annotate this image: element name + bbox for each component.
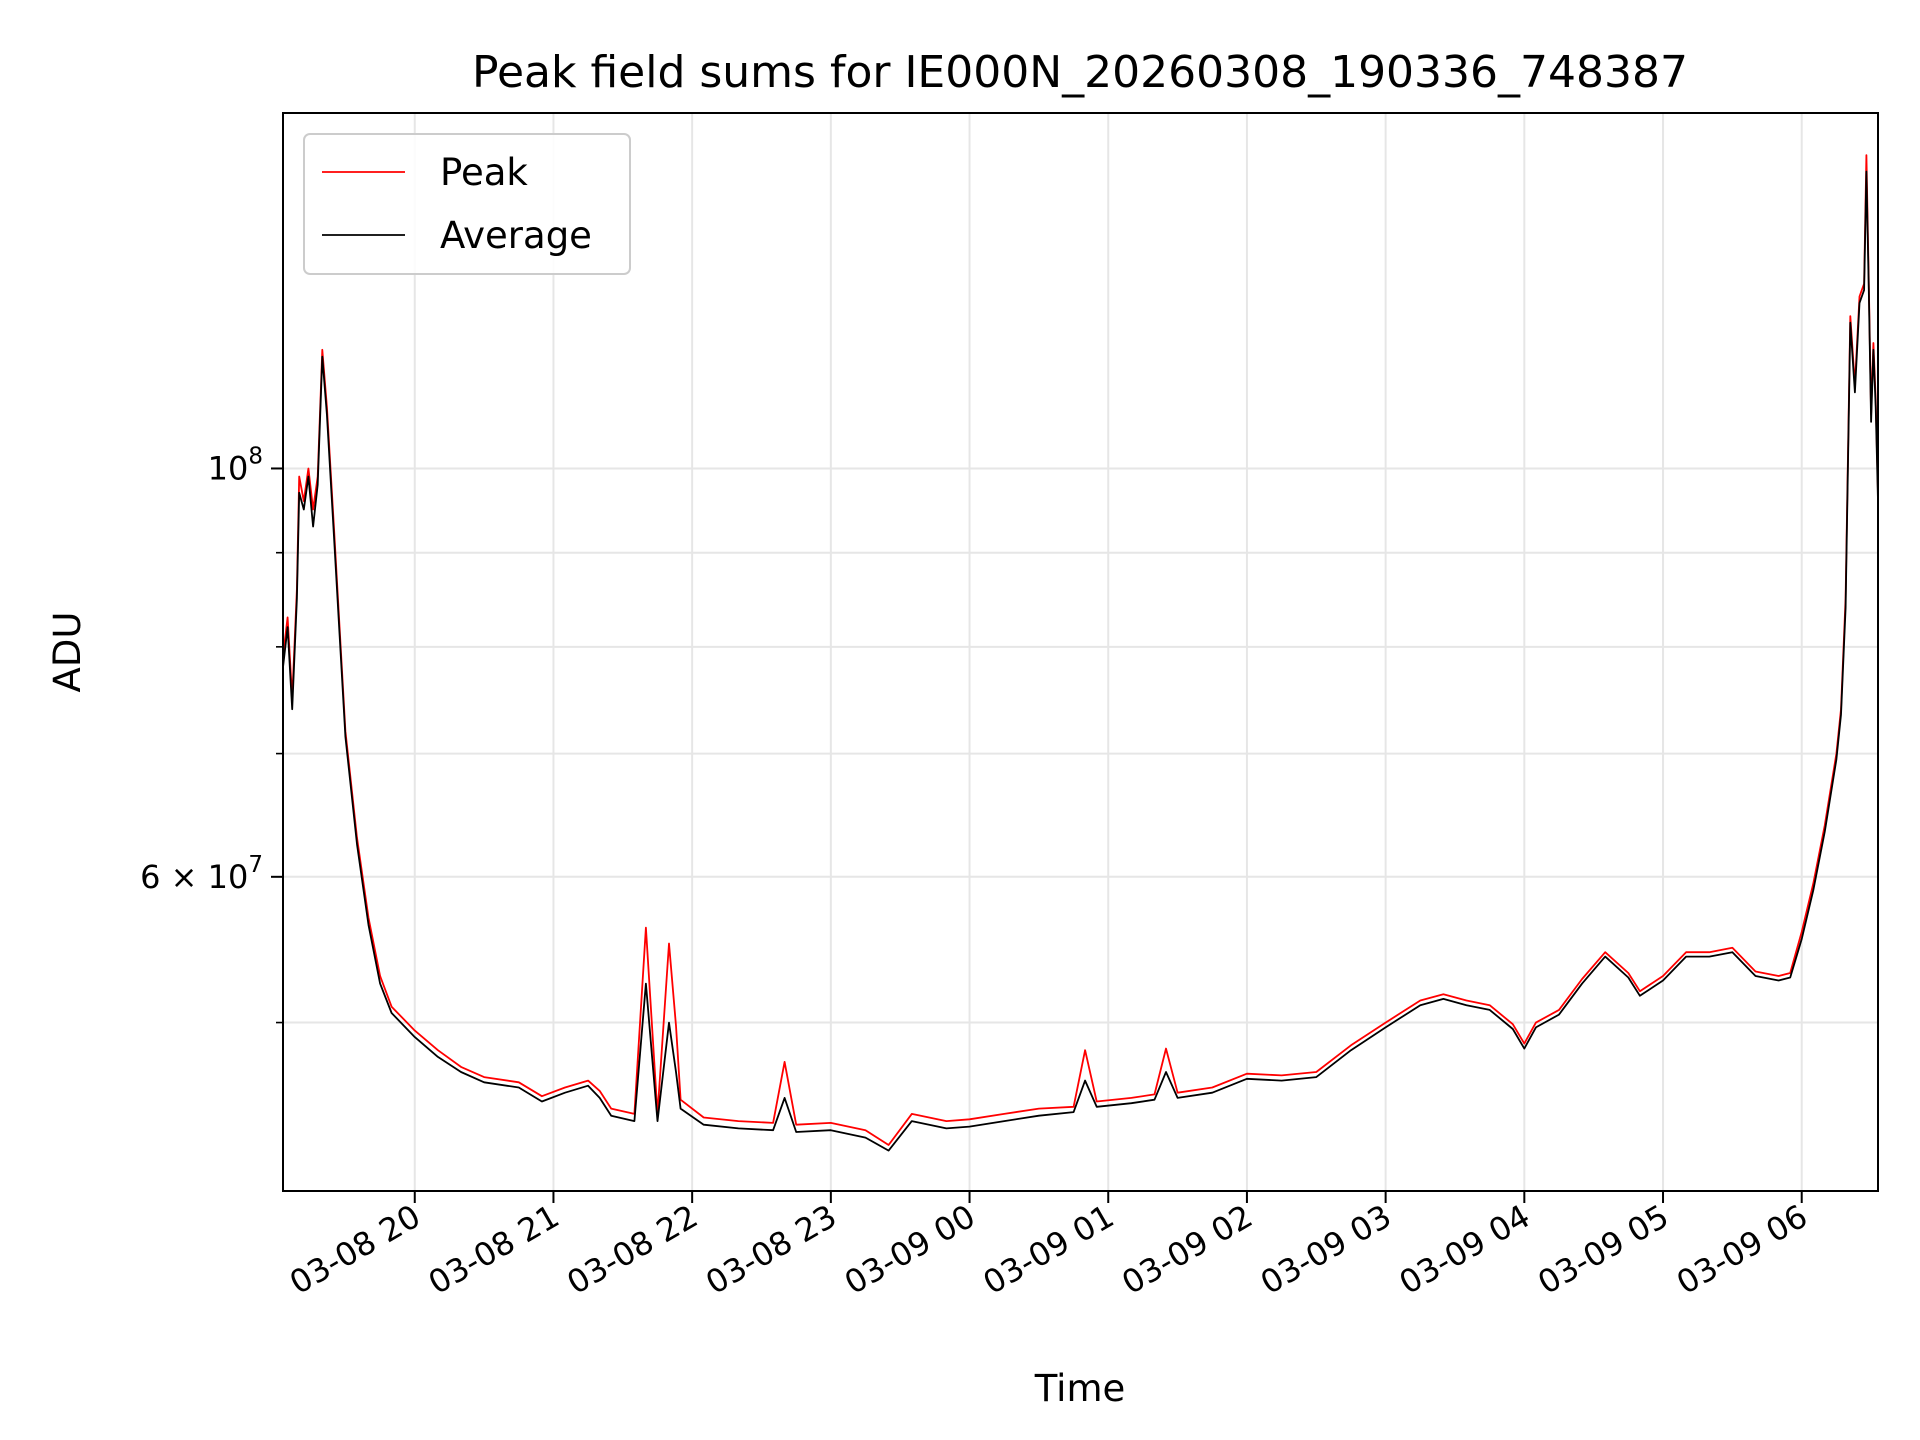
y-tick-base: 10 xyxy=(208,858,249,896)
chart-title: Peak field sums for IE000N_20260308_1903… xyxy=(472,47,1688,98)
legend-label-peak: Peak xyxy=(440,151,528,194)
y-tick-prefix: 6 × xyxy=(140,858,208,896)
y-tick-exponent: 8 xyxy=(248,443,263,469)
legend: Peak Average xyxy=(304,134,630,274)
x-axis-label: Time xyxy=(1034,1367,1126,1410)
y-tick-base: 10 xyxy=(208,449,249,487)
y-tick-label: 6 × 107 xyxy=(140,852,263,896)
legend-label-average: Average xyxy=(440,214,592,257)
y-tick-exponent: 7 xyxy=(248,852,263,878)
y-axis-label: ADU xyxy=(46,612,89,693)
